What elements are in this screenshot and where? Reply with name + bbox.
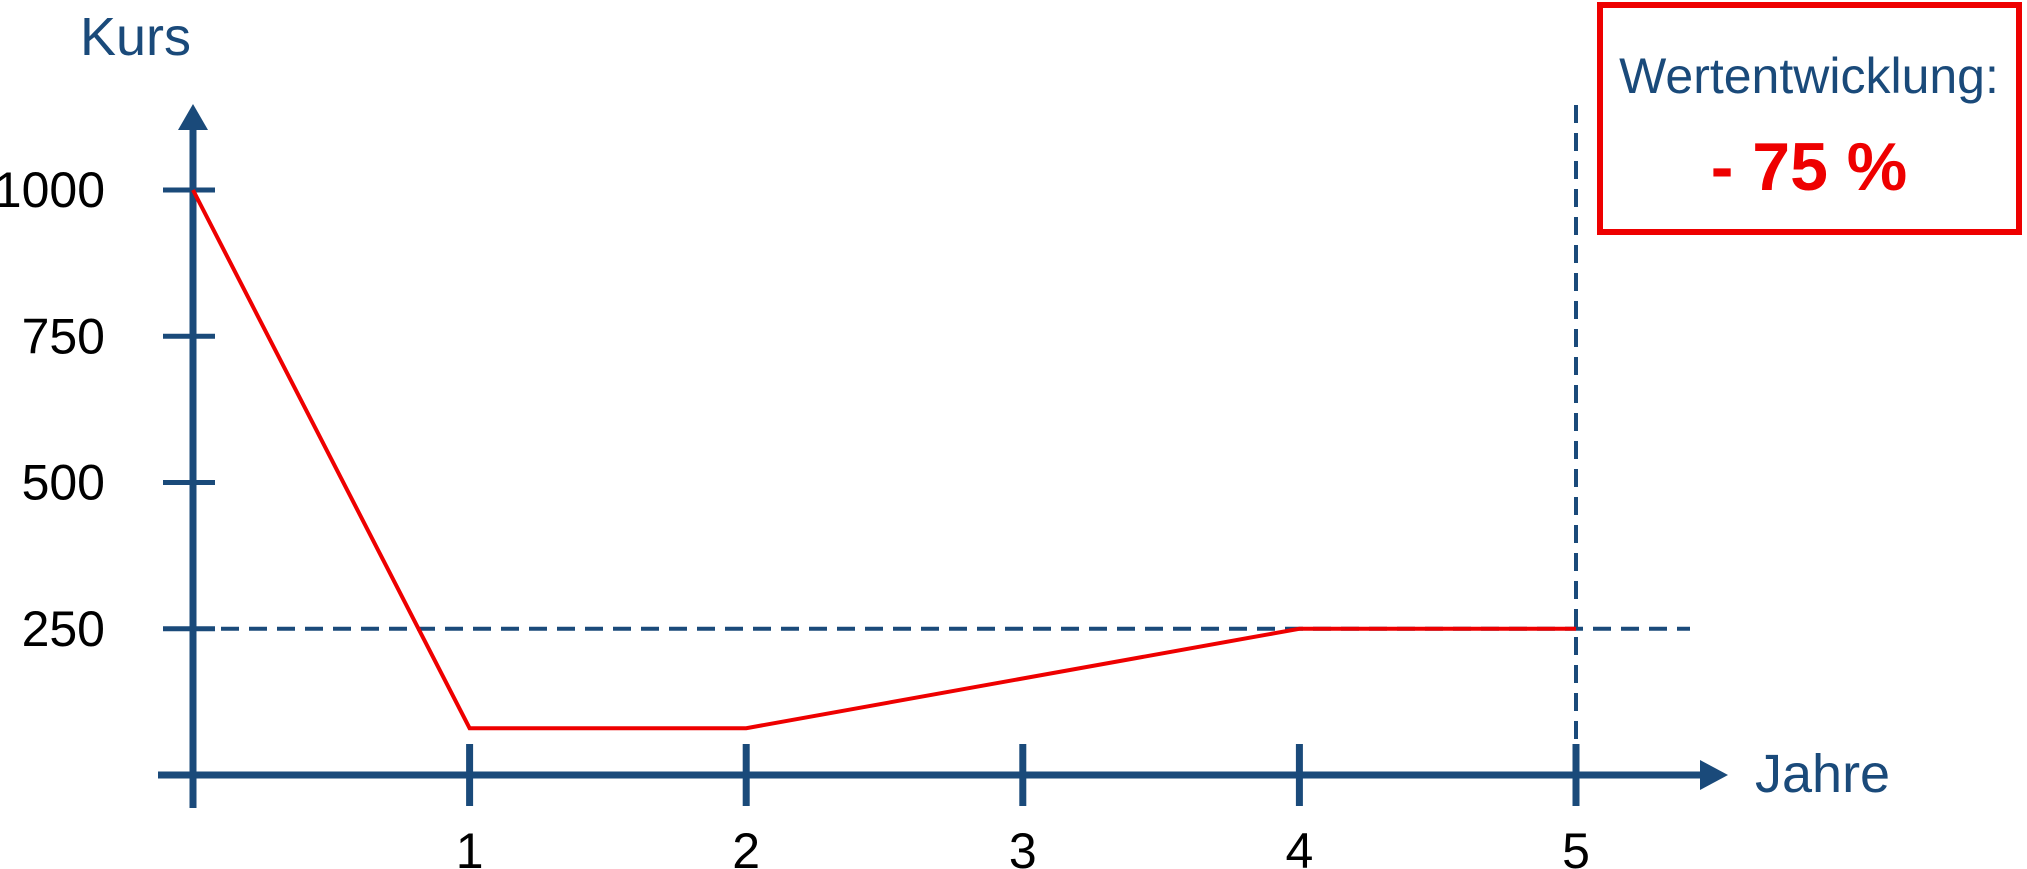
y-axis-arrow: [178, 104, 208, 130]
x-axis-arrow: [1700, 760, 1728, 790]
plot-area: 1000 750 500 250 1 2 3 4 5: [0, 104, 1728, 869]
annotation-value: - 75 %: [1711, 129, 1908, 205]
y-tick-label: 1000: [0, 162, 105, 218]
y-axis-title: Kurs: [80, 7, 191, 67]
annotation-box: Wertentwicklung: - 75 %: [1597, 2, 2022, 235]
annotation-border: [1597, 2, 2022, 235]
x-tick-label: 1: [456, 823, 484, 869]
x-tick-label: 4: [1285, 823, 1313, 869]
y-tick-label: 750: [22, 308, 105, 364]
y-tick-label: 250: [22, 601, 105, 657]
annotation-title: Wertentwicklung:: [1619, 48, 1999, 104]
y-tick-label: 500: [22, 455, 105, 511]
x-tick-label: 5: [1562, 823, 1590, 869]
x-tick-label: 3: [1009, 823, 1037, 869]
x-axis-title: Jahre: [1755, 744, 1890, 804]
x-tick-label: 2: [732, 823, 760, 869]
series-line: [191, 189, 1576, 731]
